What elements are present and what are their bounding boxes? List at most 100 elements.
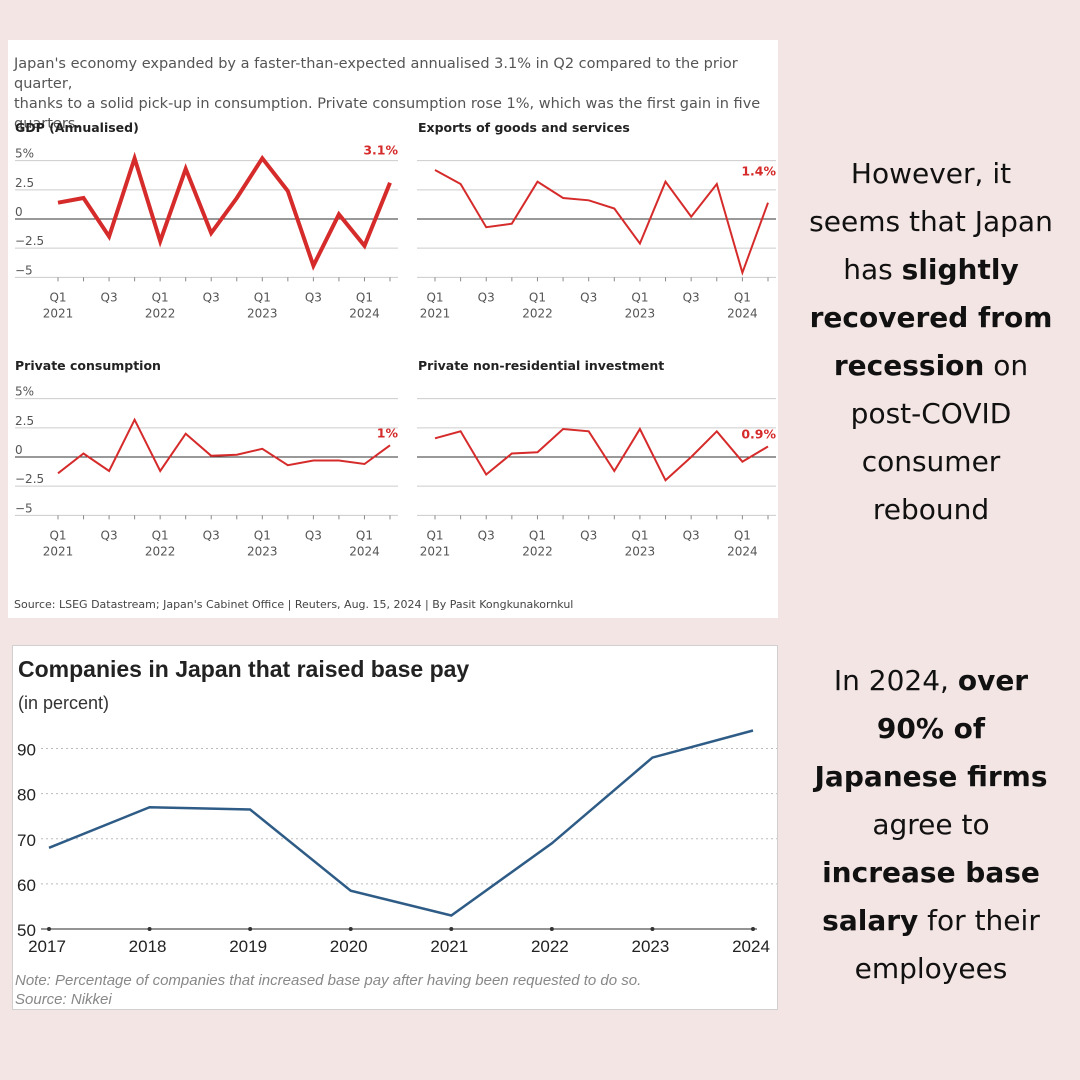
x-tick-year-label: 2024 [349, 306, 380, 320]
small-chart-title: Exports of goods and services [418, 120, 630, 135]
x-tick-year-label: 2023 [247, 544, 278, 558]
x-tick-label: 2018 [129, 937, 167, 956]
x-tick-year-label: 2022 [145, 306, 176, 320]
small-chart-title: Private consumption [15, 358, 161, 373]
commentary-base-pay-line: 90% of [876, 712, 986, 745]
base-pay-line [48, 729, 754, 917]
x-tick-year-label: 2024 [727, 306, 758, 320]
x-tick-label: 2022 [531, 937, 569, 956]
y-tick-label: −2.5 [15, 472, 44, 486]
commentary-recovery-line: seems that Japan [809, 205, 1053, 238]
series-line [434, 169, 769, 276]
x-tick-label: Q1 [152, 528, 169, 542]
small-chart-4: Private non-residential investment Q1 2021… [417, 358, 776, 558]
y-tick-label: 0 [15, 443, 23, 457]
x-tick-label: Q1 [254, 528, 271, 542]
x-tick-year-label: 2023 [625, 544, 656, 558]
x-tick-label: Q3 [683, 290, 700, 304]
y-tick-label: −5 [15, 501, 33, 515]
end-value-label: 1.4% [741, 163, 776, 178]
x-tick-label: Q1 [631, 528, 648, 542]
x-tick-label: Q3 [203, 528, 220, 542]
x-tick-year-label: 2024 [727, 544, 758, 558]
x-tick-label: Q3 [580, 528, 597, 542]
y-tick-label: 90 [17, 741, 36, 760]
y-tick-label: 2.5 [15, 176, 34, 190]
y-tick-label: 2.5 [15, 414, 34, 428]
series-line [434, 426, 769, 482]
commentary-base-pay-line: In 2024, over [833, 664, 1029, 697]
x-tick-year-label: 2024 [349, 544, 380, 558]
y-tick-label: −5 [15, 263, 33, 277]
end-value-label: 3.1% [363, 142, 398, 157]
x-tick-label: Q3 [580, 290, 597, 304]
x-tick-year-label: 2022 [522, 306, 553, 320]
x-tick-label: Q1 [49, 528, 66, 542]
small-chart-title: Private non-residential investment [418, 358, 664, 373]
commentary-recovery-line: recovered from [809, 301, 1053, 334]
x-tick-year-label: 2021 [43, 306, 74, 320]
base-pay-chart-svg: Companies in Japan that raised base pay … [15, 656, 777, 1008]
x-tick-label: 2023 [632, 937, 670, 956]
x-tick-dot [47, 927, 51, 931]
x-tick-dot [751, 927, 755, 931]
x-tick-label: Q1 [529, 290, 546, 304]
series-line [57, 151, 392, 271]
x-tick-dot [549, 927, 554, 931]
commentary-base-pay-line: Japanese firms [814, 760, 1048, 793]
x-tick-label: Q1 [152, 290, 169, 304]
x-tick-label: Q1 [426, 528, 443, 542]
y-tick-label: 0 [15, 205, 23, 219]
x-tick-label: Q3 [203, 290, 220, 304]
x-tick-label: Q1 [254, 290, 271, 304]
x-tick-year-label: 2021 [43, 544, 74, 558]
y-tick-label: 80 [17, 786, 36, 805]
x-tick-label: 2021 [430, 937, 468, 956]
commentary-base-pay: In 2024, over 90% of Japanese firms agree t… [800, 657, 1062, 993]
x-tick-year-label: 2021 [420, 306, 451, 320]
x-tick-label: Q1 [49, 290, 66, 304]
base-pay-source: Source: Nikkei [15, 991, 112, 1008]
commentary-recovery-line: consumer [861, 445, 1001, 478]
x-tick-year-label: 2022 [145, 544, 176, 558]
commentary-base-pay-line: employees [854, 952, 1008, 985]
x-tick-year-label: 2022 [522, 544, 553, 558]
x-tick-label: Q1 [426, 290, 443, 304]
y-tick-label: 5% [15, 385, 34, 399]
base-pay-note: Note: Percentage of companies that incre… [15, 972, 641, 989]
x-tick-dot [248, 927, 253, 931]
commentary-recovery-line: post-COVID [850, 397, 1012, 430]
end-value-label: 0.9% [741, 427, 776, 442]
source-note-top: Source: LSEG Datastream; Japan's Cabinet… [14, 598, 574, 611]
commentary-base-pay-line: increase base [822, 856, 1040, 889]
x-tick-label: Q3 [478, 290, 495, 304]
series-line [57, 417, 391, 475]
commentary-recovery-line: recession on [833, 349, 1029, 382]
y-tick-label: 70 [17, 831, 36, 850]
x-tick-label: Q1 [631, 290, 648, 304]
base-pay-subtitle: (in percent) [18, 693, 109, 713]
x-tick-dot [449, 927, 454, 931]
intro-line-1: Japan's economy expanded by a faster-tha… [14, 56, 738, 92]
commentary-base-pay-line: salary for their [822, 904, 1040, 937]
x-tick-label: Q3 [478, 528, 495, 542]
y-tick-label: −2.5 [15, 234, 44, 248]
commentary-recovery-line: rebound [872, 493, 990, 526]
small-multiples-svg: GDP (Annualised) 5% 2.5 0 −2.5 −5 Q1 2021 Q3 Q1 20… [15, 120, 776, 558]
x-tick-dot [147, 927, 152, 931]
commentary-recovery-line: However, it [850, 157, 1012, 190]
small-chart-2: Exports of goods and services Q1 2021 Q3 Q1 2… [417, 120, 776, 320]
x-tick-label: Q1 [356, 528, 373, 542]
small-chart-3: Private consumption 5% 2.5 0 −2.5 −5 Q1 2021 Q3 Q… [15, 358, 398, 558]
commentary-recovery: However, it seems that Japan has slightly r… [800, 150, 1062, 534]
x-tick-label: Q3 [101, 290, 118, 304]
x-tick-label: 2024 [732, 937, 770, 956]
x-tick-label: Q1 [734, 528, 751, 542]
y-tick-label: 5% [15, 147, 34, 161]
y-tick-label: 50 [17, 921, 36, 940]
x-tick-label: Q3 [305, 528, 322, 542]
commentary-recovery-line: has slightly [843, 253, 1019, 286]
commentary-base-pay-line: agree to [872, 808, 990, 841]
x-tick-year-label: 2023 [625, 306, 656, 320]
